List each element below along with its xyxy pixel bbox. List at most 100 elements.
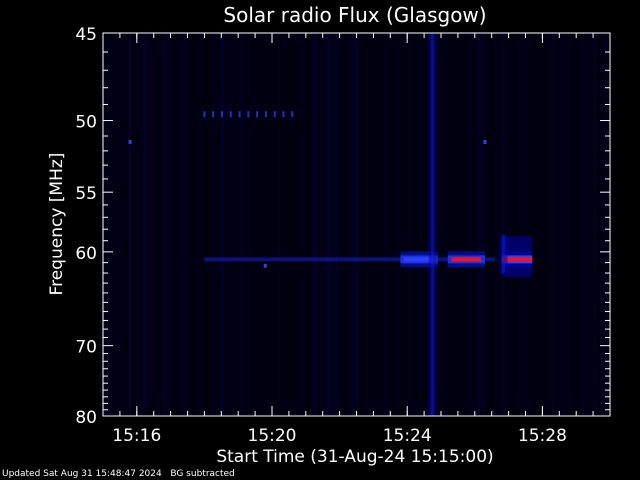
- noise-streak: [164, 33, 167, 416]
- axis-tick-labels: 45 50 55 60 70 80 15:16 15:20 15:24 15:28: [75, 25, 567, 446]
- noise-streak: [355, 33, 359, 416]
- noise-streak: [198, 33, 201, 416]
- noise-streak: [146, 33, 148, 416]
- noise-streak: [243, 33, 245, 416]
- x-axis-label: Start Time (31-Aug-24 15:15:00): [216, 447, 493, 467]
- chart-title: Solar radio Flux (Glasgow): [223, 3, 486, 27]
- noise-streak: [602, 33, 605, 416]
- noise-streak: [340, 33, 344, 416]
- noise-streak: [354, 33, 358, 416]
- dotted-line-mark: [291, 111, 294, 118]
- noise-streaks: [106, 33, 608, 416]
- noise-streak: [419, 33, 422, 416]
- noise-streak: [277, 33, 281, 416]
- burst-peak: [451, 257, 482, 262]
- noise-streak: [582, 33, 585, 416]
- dot-mark: [128, 140, 132, 145]
- noise-streak: [230, 33, 233, 416]
- noise-streak: [352, 33, 355, 416]
- noise-streak: [172, 33, 174, 416]
- noise-streak: [380, 33, 382, 416]
- noise-streak: [328, 33, 331, 416]
- noise-streak: [494, 33, 497, 416]
- burst-peak-red: [501, 257, 533, 262]
- noise-streak: [594, 33, 597, 416]
- dotted-line-mark: [264, 111, 267, 118]
- noise-streak: [219, 33, 223, 416]
- noise-streak: [106, 33, 109, 416]
- noise-streak: [107, 33, 110, 416]
- noise-streak: [605, 33, 607, 416]
- x-tick-label: 15:20: [248, 426, 297, 446]
- y-tick-label: 60: [75, 244, 97, 264]
- noise-streak: [466, 33, 468, 416]
- y-tick-label: 55: [75, 184, 97, 204]
- footer-status: Updated Sat Aug 31 15:48:47 2024 BG subt…: [2, 469, 235, 479]
- noise-streak: [524, 33, 526, 416]
- noise-streak: [285, 33, 288, 416]
- noise-streak: [587, 33, 590, 416]
- axis-ticks: [102, 32, 611, 417]
- y-tick-label: 70: [75, 338, 97, 358]
- noise-streak: [351, 33, 353, 416]
- noise-streak: [523, 33, 526, 416]
- noise-streak: [164, 33, 168, 416]
- dotted-line-mark: [212, 111, 215, 118]
- noise-streak: [370, 33, 372, 416]
- plot-background: [103, 33, 610, 416]
- noise-streak: [167, 33, 171, 416]
- noise-streak: [476, 33, 480, 416]
- noise-streak: [257, 33, 260, 416]
- noise-streak: [551, 33, 553, 416]
- noise-streak: [387, 33, 389, 416]
- noise-streak: [145, 33, 147, 416]
- burst-features: [128, 33, 533, 416]
- noise-streak: [181, 33, 184, 416]
- y-tick-label: 50: [75, 113, 97, 133]
- x-tick-label: 15:28: [518, 426, 567, 446]
- noise-streak: [589, 33, 591, 416]
- vertical-streak-core: [502, 235, 506, 274]
- noise-streak: [437, 33, 440, 416]
- noise-streak: [502, 33, 505, 416]
- noise-streak: [226, 33, 229, 416]
- noise-streak: [129, 33, 132, 416]
- noise-streak: [270, 33, 272, 416]
- noise-streak: [552, 33, 555, 416]
- dotted-line-mark: [220, 111, 223, 118]
- noise-streak: [183, 33, 186, 416]
- noise-streak: [240, 33, 243, 416]
- vertical-streak: [428, 33, 437, 416]
- noise-streak: [311, 33, 314, 416]
- noise-streak: [128, 33, 132, 416]
- y-tick-label: 80: [75, 408, 97, 428]
- noise-streak: [158, 33, 161, 416]
- noise-streak: [559, 33, 562, 416]
- dotted-line-mark: [273, 111, 276, 118]
- y-tick-label: 45: [75, 25, 97, 45]
- noise-streak: [434, 33, 436, 416]
- noise-streak: [481, 33, 484, 416]
- noise-streak: [326, 33, 330, 416]
- noise-streak: [216, 33, 218, 416]
- noise-streak: [212, 33, 215, 416]
- noise-streak: [350, 33, 353, 416]
- noise-streak: [563, 33, 565, 416]
- plot-area: [103, 33, 610, 416]
- noise-streak: [325, 33, 328, 416]
- noise-streak: [115, 33, 117, 416]
- noise-streak: [143, 33, 145, 416]
- noise-streak: [300, 33, 303, 416]
- updated-timestamp: Updated Sat Aug 31 15:48:47 2024: [2, 469, 162, 479]
- dot-mark: [483, 140, 487, 145]
- noise-streak: [443, 33, 445, 416]
- noise-streak: [144, 33, 147, 416]
- noise-streak: [477, 33, 481, 416]
- dotted-line-mark: [256, 111, 259, 118]
- y-axis-label: Frequency [MHz]: [47, 153, 67, 296]
- dotted-line-mark: [229, 111, 232, 118]
- dotted-line-mark: [203, 111, 206, 118]
- noise-streak: [313, 33, 317, 416]
- dotted-line-mark: [238, 111, 241, 118]
- vertical-streak-core: [431, 33, 435, 416]
